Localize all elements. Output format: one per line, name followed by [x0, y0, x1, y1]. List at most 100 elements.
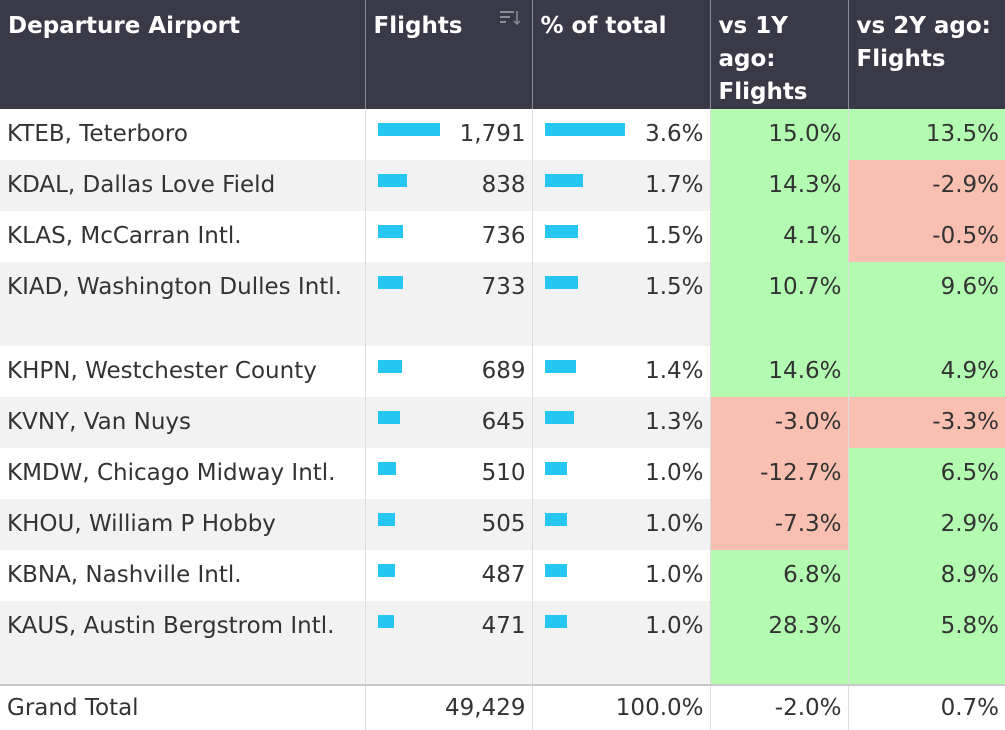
- pct-value: 1.4%: [645, 358, 704, 384]
- col-header-vs1y-label: vs 1Y ago: Flights: [718, 13, 808, 105]
- pct-cell: 3.6%: [532, 109, 711, 160]
- airport-cell: KVNY, Van Nuys: [0, 397, 366, 448]
- flights-cell: 510: [365, 448, 533, 499]
- flights-value: 1,791: [459, 121, 526, 147]
- table-row[interactable]: KIAD, Washington Dulles Intl. 733 1.5% 10.7…: [0, 262, 1005, 346]
- pct-bar: [544, 411, 574, 424]
- airport-cell: KHPN, Westchester County: [0, 346, 366, 397]
- table-row[interactable]: KLAS, McCarran Intl. 736 1.5% 4.1% -0.5%: [0, 211, 1005, 262]
- flights-value: 645: [481, 409, 526, 435]
- col-header-airport[interactable]: Departure Airport: [0, 0, 366, 109]
- airport-cell: KLAS, McCarran Intl.: [0, 211, 366, 262]
- flights-bar: [377, 564, 395, 577]
- pct-bar: [544, 123, 625, 136]
- pct-cell: 1.0%: [532, 448, 711, 499]
- col-header-vs2y-label: vs 2Y ago: Flights: [856, 13, 991, 72]
- vs2y-cell: 6.5%: [848, 448, 1005, 499]
- vs2y-cell: -0.5%: [848, 211, 1005, 262]
- grand-total-label: Grand Total: [0, 684, 366, 730]
- col-header-flights[interactable]: Flights: [365, 0, 533, 109]
- flights-cell: 689: [365, 346, 533, 397]
- vs2y-cell: 13.5%: [848, 109, 1005, 160]
- flights-cell: 645: [365, 397, 533, 448]
- table-row[interactable]: KVNY, Van Nuys 645 1.3% -3.0% -3.3%: [0, 397, 1005, 448]
- pct-cell: 1.3%: [532, 397, 711, 448]
- table-row[interactable]: KMDW, Chicago Midway Intl. 510 1.0% -12.7% 6…: [0, 448, 1005, 499]
- flights-cell: 733: [365, 262, 533, 346]
- flights-value: 689: [481, 358, 526, 384]
- table-row[interactable]: KBNA, Nashville Intl. 487 1.0% 6.8% 8.9%: [0, 550, 1005, 601]
- grand-total-vs1y: -2.0%: [710, 684, 849, 730]
- pct-cell: 1.7%: [532, 160, 711, 211]
- vs2y-cell: 2.9%: [848, 499, 1005, 550]
- col-header-vs2y[interactable]: vs 2Y ago: Flights: [848, 0, 1005, 109]
- pct-bar: [544, 276, 578, 289]
- pct-value: 1.0%: [645, 562, 704, 588]
- pct-bar: [544, 615, 567, 628]
- table-row[interactable]: KHOU, William P Hobby 505 1.0% -7.3% 2.9%: [0, 499, 1005, 550]
- col-header-flights-label: Flights: [373, 13, 463, 39]
- pct-cell: 1.0%: [532, 601, 711, 685]
- col-header-vs1y[interactable]: vs 1Y ago: Flights: [710, 0, 849, 109]
- vs1y-cell: 14.6%: [710, 346, 849, 397]
- vs2y-cell: -3.3%: [848, 397, 1005, 448]
- flights-bar: [377, 411, 400, 424]
- flights-value: 733: [481, 274, 526, 300]
- vs1y-cell: -12.7%: [710, 448, 849, 499]
- flights-bar: [377, 360, 402, 373]
- pct-cell: 1.5%: [532, 262, 711, 346]
- flights-bar: [377, 174, 407, 187]
- flights-value: 471: [481, 613, 526, 639]
- flights-bar: [377, 615, 394, 628]
- pct-value: 1.5%: [645, 223, 704, 249]
- flights-bar: [377, 225, 403, 238]
- airport-cell: KBNA, Nashville Intl.: [0, 550, 366, 601]
- table-row[interactable]: KAUS, Austin Bergstrom Intl. 471 1.0% 28.3%…: [0, 601, 1005, 685]
- grand-total-pct: 100.0%: [532, 684, 711, 730]
- table-row[interactable]: KHPN, Westchester County 689 1.4% 14.6% 4.9%: [0, 346, 1005, 397]
- flights-value: 505: [481, 511, 526, 537]
- vs1y-cell: 15.0%: [710, 109, 849, 160]
- pct-value: 3.6%: [645, 121, 704, 147]
- airport-cell: KTEB, Teterboro: [0, 109, 366, 160]
- flights-value: 736: [481, 223, 526, 249]
- pct-value: 1.3%: [645, 409, 704, 435]
- vs2y-cell: -2.9%: [848, 160, 1005, 211]
- pct-value: 1.0%: [645, 511, 704, 537]
- pct-cell: 1.5%: [532, 211, 711, 262]
- vs1y-cell: 10.7%: [710, 262, 849, 346]
- pct-bar: [544, 564, 567, 577]
- grand-total-vs2y: 0.7%: [848, 684, 1005, 730]
- sort-descending-icon[interactable]: [499, 10, 520, 26]
- col-header-pct[interactable]: % of total: [532, 0, 711, 109]
- airport-cell: KDAL, Dallas Love Field: [0, 160, 366, 211]
- col-header-pct-label: % of total: [540, 13, 667, 39]
- table-row[interactable]: KDAL, Dallas Love Field 838 1.7% 14.3% -2.9%: [0, 160, 1005, 211]
- flights-value: 487: [481, 562, 526, 588]
- flights-value: 838: [481, 172, 526, 198]
- pct-value: 1.5%: [645, 274, 704, 300]
- flights-cell: 1,791: [365, 109, 533, 160]
- vs2y-cell: 8.9%: [848, 550, 1005, 601]
- vs1y-cell: 28.3%: [710, 601, 849, 685]
- flights-cell: 736: [365, 211, 533, 262]
- pct-cell: 1.0%: [532, 550, 711, 601]
- table-body: KTEB, Teterboro 1,791 3.6% 15.0% 13.5% KDAL, …: [0, 109, 1005, 685]
- airport-cell: KHOU, William P Hobby: [0, 499, 366, 550]
- vs1y-cell: 14.3%: [710, 160, 849, 211]
- pct-bar: [544, 462, 567, 475]
- pct-bar: [544, 360, 576, 373]
- vs1y-cell: -3.0%: [710, 397, 849, 448]
- vs1y-cell: 4.1%: [710, 211, 849, 262]
- flights-cell: 471: [365, 601, 533, 685]
- airport-cell: KAUS, Austin Bergstrom Intl.: [0, 601, 366, 685]
- pct-value: 1.0%: [645, 613, 704, 639]
- airport-cell: KMDW, Chicago Midway Intl.: [0, 448, 366, 499]
- pct-bar: [544, 174, 583, 187]
- pct-value: 1.7%: [645, 172, 704, 198]
- pct-cell: 1.0%: [532, 499, 711, 550]
- header-row: Departure Airport Flights % of total vs …: [0, 0, 1005, 109]
- flights-bar: [377, 276, 403, 289]
- table-row[interactable]: KTEB, Teterboro 1,791 3.6% 15.0% 13.5%: [0, 109, 1005, 160]
